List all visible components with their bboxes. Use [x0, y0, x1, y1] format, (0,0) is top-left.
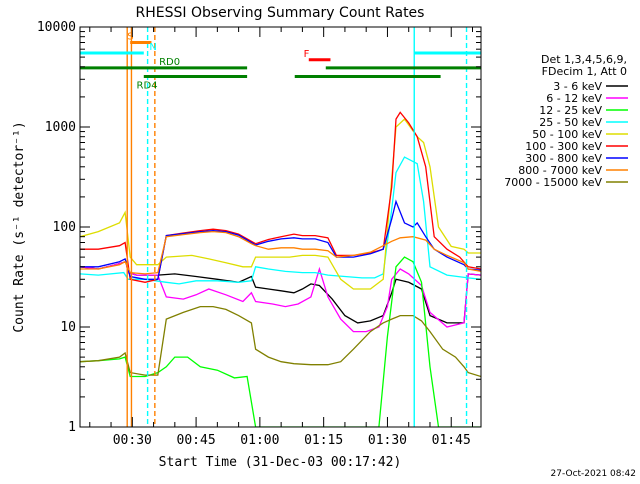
- segment-label-n: N: [149, 42, 156, 53]
- x-axis-label: Start Time (31-Dec-03 00:17:42): [159, 455, 402, 470]
- legend-entry-label: 300 - 800 keV: [525, 152, 602, 165]
- y-tick-label: 1: [68, 420, 76, 435]
- series-line-1: [80, 260, 481, 333]
- x-tick-label: 01:15: [304, 433, 343, 448]
- x-tick-label: 00:45: [177, 433, 216, 448]
- legend-entry-label: 6 - 12 keV: [546, 92, 602, 105]
- segment-label-rd0: RD0: [159, 57, 180, 68]
- legend-entry-label: 3 - 6 keV: [553, 80, 602, 93]
- series-line-8: [80, 305, 481, 378]
- segment-label-rd4: RD4: [137, 80, 158, 91]
- legend-entry-label: 12 - 25 keV: [539, 104, 602, 117]
- legend-entry-label: 800 - 7000 keV: [518, 164, 602, 177]
- x-tick-label: 01:30: [368, 433, 407, 448]
- legend-header: FDecim 1, Att 0: [542, 65, 627, 78]
- legend-entry-label: 50 - 100 keV: [532, 128, 602, 141]
- legend-entry-label: 7000 - 15000 keV: [504, 176, 602, 189]
- segment-label-s: S: [127, 31, 133, 42]
- x-tick-label: 00:30: [113, 433, 152, 448]
- y-tick-label: 10: [60, 320, 76, 335]
- chart-title: RHESSI Observing Summary Count Rates: [136, 5, 425, 21]
- y-tick-label: 10000: [37, 20, 76, 35]
- series-line-2: [80, 256, 481, 427]
- series-line-3: [80, 156, 481, 285]
- legend-header: Det 1,3,4,5,6,9,: [541, 53, 627, 66]
- y-tick-label: 1000: [45, 120, 76, 135]
- footer-timestamp: 27-Oct-2021 08:42: [551, 469, 636, 479]
- y-tick-label: 100: [53, 220, 76, 235]
- series-line-6: [80, 199, 481, 280]
- x-tick-label: 01:00: [240, 433, 279, 448]
- series-line-4: [80, 118, 481, 290]
- y-axis-label: Count Rate (s⁻¹ detector⁻¹): [12, 121, 27, 332]
- legend-entry-label: 100 - 300 keV: [525, 140, 602, 153]
- x-tick-label: 01:45: [432, 433, 471, 448]
- series-line-7: [80, 230, 481, 275]
- segment-label-f: F: [304, 49, 310, 60]
- legend-entry-label: 25 - 50 keV: [539, 116, 602, 129]
